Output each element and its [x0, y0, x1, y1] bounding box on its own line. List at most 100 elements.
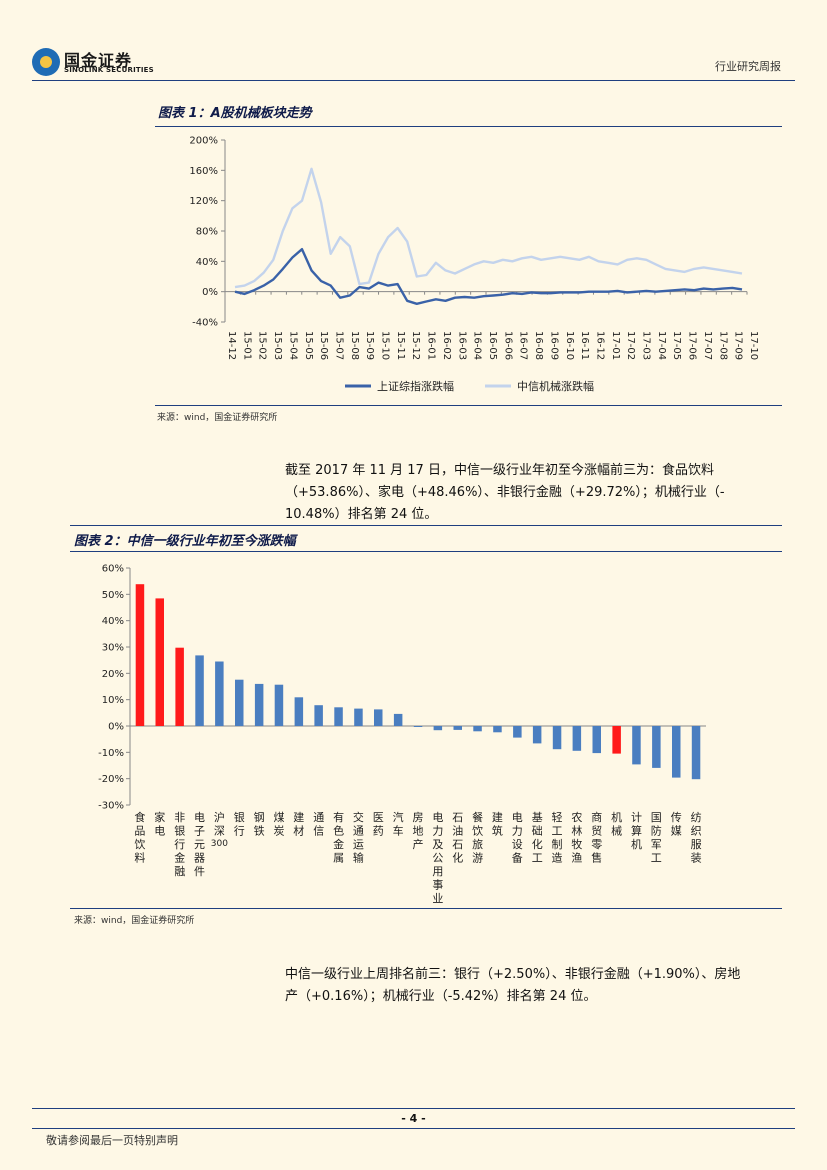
paragraph-ytd: 截至 2017 年 11 月 17 日，中信一级行业年初至今涨幅前三为：食品饮料…: [285, 460, 785, 526]
category-label: 轻工制造: [552, 810, 563, 865]
category-label: 电力及公用事业: [432, 811, 443, 905]
figure1-bottom-divider: [155, 405, 782, 406]
footer-disclaimer: 敬请参阅最后一页特别声明: [46, 1134, 178, 1147]
bar-24: [612, 726, 621, 754]
bar-23: [592, 726, 601, 754]
x-tick-label: 17-04: [656, 331, 667, 360]
y-tick-label: 40%: [196, 257, 218, 268]
category-label: 农林牧渔: [571, 810, 582, 865]
series-line-citic-machinery: [234, 167, 743, 289]
category-label: 沪深 300: [211, 810, 228, 849]
page-number: - 4 -: [401, 1112, 426, 1125]
bar-26: [652, 726, 661, 768]
report-type: 行业研究周报: [715, 60, 781, 73]
y-tick-label: -10%: [98, 748, 124, 759]
x-tick-label: 14-12: [226, 331, 237, 360]
bar-11: [354, 708, 363, 726]
y-tick-label: 30%: [102, 643, 124, 654]
paragraph-weekly-line1: 中信一级行业上周排名前三：银行（+2.50%）、非银行金融（+1.90%）、房地: [285, 967, 741, 982]
bar-0: [135, 584, 145, 726]
paragraph-weekly-line2: 产（+0.16%）；机械行业（-5.42%）排名第 24 位。: [285, 989, 597, 1004]
x-tick-label: 16-11: [579, 331, 590, 360]
x-tick-label: 15-11: [395, 331, 406, 360]
x-tick-label: 17-03: [641, 331, 652, 360]
bar-5: [235, 679, 244, 726]
figure1-line-chart: 200% 160% 120% 80% 40% 0% -40% 14-12 15-01 15-02 1…: [189, 136, 759, 394]
x-tick-label: 16-06: [502, 331, 513, 360]
category-label: 机械: [611, 810, 622, 838]
x-tick-label: 17-08: [717, 331, 728, 360]
bar-22: [572, 726, 582, 751]
x-tick-label: 15-05: [303, 331, 314, 360]
bar-14: [413, 726, 423, 727]
x-tick-label: 16-03: [456, 331, 467, 360]
figure1-source: 来源：wind，国金证券研究所: [157, 413, 278, 423]
bar-10: [334, 707, 343, 726]
x-tick-label: 15-07: [333, 331, 344, 360]
paragraph-ytd-line1: 截至 2017 年 11 月 17 日，中信一级行业年初至今涨幅前三为：食品饮料: [285, 463, 714, 478]
x-tick-label: 17-07: [702, 331, 713, 360]
x-tick-label: 15-10: [380, 331, 391, 360]
logo-mark-inner: [40, 56, 52, 68]
y-tick-label: 160%: [189, 166, 218, 177]
category-label: 有色金属: [333, 810, 344, 865]
paragraph-ytd-line3: 10.48%）排名第 24 位。: [285, 507, 438, 522]
bar-8: [294, 697, 304, 726]
x-tick-label: 16-05: [487, 331, 498, 360]
category-label: 煤炭: [274, 811, 285, 838]
bar-9: [314, 705, 323, 726]
bar-27: [672, 726, 681, 778]
x-tick-label: 16-09: [548, 331, 559, 360]
legend-label-shanghai: 上证综指涨跌幅: [377, 379, 454, 393]
x-tick-label: 16-12: [594, 331, 605, 360]
y-tick-label: 120%: [189, 196, 218, 207]
bar-7: [274, 684, 284, 726]
figure1-title: 图表 1：A股机械板块走势: [158, 106, 312, 121]
bar-28: [691, 726, 701, 780]
paragraph-ytd-line2: （+53.86%）、家电（+48.46%）、非银行金融（+29.72%）；机械行…: [285, 485, 725, 500]
category-label: 家电: [154, 810, 165, 838]
figure2-bottom-divider: [70, 908, 782, 909]
category-label: 商贸零售: [591, 810, 602, 865]
x-tick-label: 17-01: [610, 331, 621, 360]
category-label: 医药: [373, 811, 384, 838]
category-label: 计算机: [631, 811, 642, 851]
x-tick-label: 16-07: [518, 331, 529, 360]
x-tick-label: 15-03: [272, 331, 283, 360]
bar-18: [493, 726, 502, 733]
bar-19: [513, 726, 522, 738]
bar-4: [215, 661, 224, 726]
bar-17: [473, 726, 482, 732]
category-label: 钢铁: [254, 811, 265, 838]
bar-3: [195, 655, 204, 726]
category-label: 纺织服装: [691, 810, 702, 865]
category-label: 电子元器件: [194, 811, 205, 878]
category-label: 餐饮旅游: [472, 810, 483, 865]
figure2-bar-chart: 60% 50% 40% 30% 20% 10% 0% -10% -20% -30% 食品饮料家电非银…: [98, 564, 706, 905]
x-tick-label: 17-02: [625, 331, 636, 360]
x-tick-label: 15-02: [257, 331, 268, 360]
category-label: 传媒: [671, 811, 682, 838]
category-label: 国防军工: [651, 811, 662, 865]
y-tick-label: 80%: [196, 227, 218, 238]
footer-divider-bottom: [32, 1128, 795, 1129]
logo-text-cn: 国金证券: [64, 51, 133, 70]
x-tick-label: 16-02: [441, 331, 452, 360]
paragraph-weekly: 中信一级行业上周排名前三：银行（+2.50%）、非银行金融（+1.90%）、房地…: [285, 964, 785, 1008]
bar-16: [453, 726, 462, 730]
y-tick-label: 200%: [189, 136, 218, 147]
x-tick-label: 16-10: [564, 331, 575, 360]
x-tick-label: 15-12: [410, 331, 421, 360]
category-label: 基础化工: [532, 811, 543, 865]
y-tick-label: 50%: [102, 590, 124, 601]
y-tick-label: 20%: [102, 669, 124, 680]
category-label: 汽车: [393, 810, 404, 838]
series-line-shanghai-composite: [234, 247, 743, 306]
x-tick-label: 17-09: [733, 331, 744, 360]
y-tick-label: 0%: [202, 287, 218, 298]
y-tick-label: -40%: [192, 318, 218, 329]
figure1-title-divider: [155, 126, 782, 127]
bar-2: [175, 647, 184, 726]
header-divider: [32, 80, 795, 81]
bar-25: [632, 726, 641, 765]
